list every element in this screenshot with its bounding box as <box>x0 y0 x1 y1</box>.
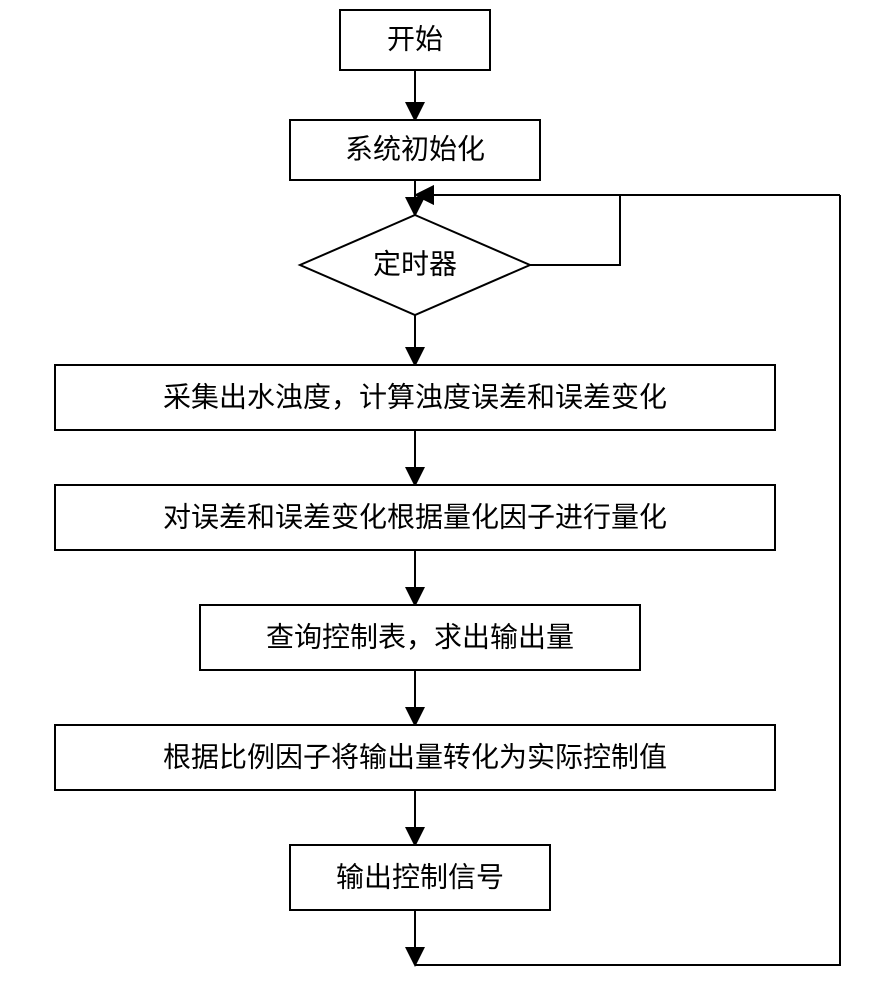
flowchart-canvas: 开始 系统初始化 定时器 采集出水浊度，计算浊度误差和误差变化 对误差和误差变化… <box>0 0 881 1000</box>
node-lookup-label: 查询控制表，求出输出量 <box>266 621 574 653</box>
node-timer-label: 定时器 <box>373 248 457 280</box>
node-start-label: 开始 <box>387 23 443 55</box>
node-quant-label: 对误差和误差变化根据量化因子进行量化 <box>163 501 667 533</box>
node-scale-label: 根据比例因子将输出量转化为实际控制值 <box>163 741 667 773</box>
edge-timer-selfloop-out <box>530 195 620 265</box>
node-init-label: 系统初始化 <box>345 133 485 165</box>
node-sample-label: 采集出水浊度，计算浊度误差和误差变化 <box>163 381 667 413</box>
node-output-label: 输出控制信号 <box>336 861 504 893</box>
